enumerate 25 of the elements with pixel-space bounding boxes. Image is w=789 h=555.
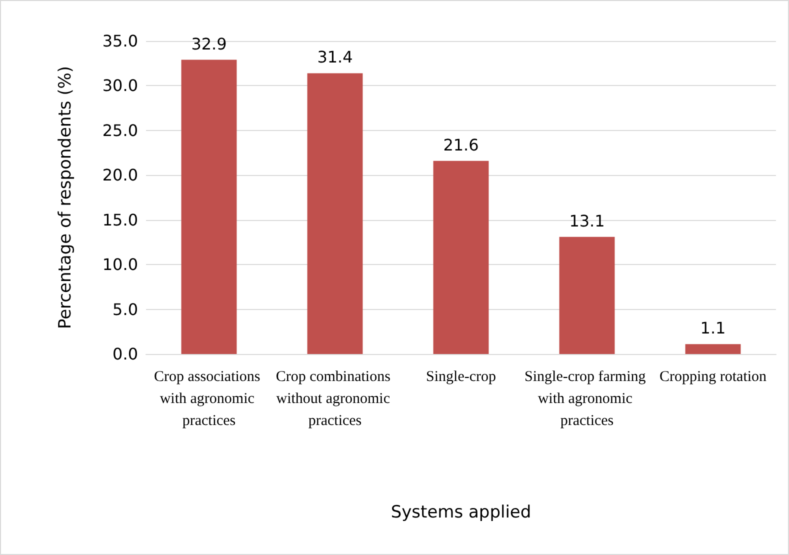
y-tick-label: 30.0 xyxy=(102,76,138,96)
y-tick-label: 0.0 xyxy=(112,344,138,364)
x-tick-label: Single-crop farming with agronomic practices xyxy=(524,369,650,429)
x-tick-label: Single-crop xyxy=(426,369,496,385)
bar xyxy=(307,73,363,354)
data-label: 32.9 xyxy=(191,34,227,54)
y-tick-label: 10.0 xyxy=(102,255,138,274)
y-tick-label: 5.0 xyxy=(112,300,138,319)
bar xyxy=(181,60,237,354)
bar xyxy=(559,236,615,354)
y-tick-label: 15.0 xyxy=(102,210,138,230)
y-tick-label: 25.0 xyxy=(102,120,138,140)
data-label: 21.6 xyxy=(443,135,479,154)
data-label: 31.4 xyxy=(317,48,353,67)
y-tick-label: 20.0 xyxy=(102,166,138,185)
x-tick-label: Cropping rotation xyxy=(659,369,768,385)
x-axis-title: Systems applied xyxy=(390,502,532,522)
bar xyxy=(685,344,741,354)
bar xyxy=(433,160,489,354)
x-tick-label: Crop associations with agronomic practices xyxy=(154,369,264,429)
x-tick-label: Crop combinations without agronomic practices xyxy=(276,369,394,429)
y-axis-title: Percentage of respondents (%) xyxy=(56,66,76,330)
data-label: 1.1 xyxy=(700,318,726,338)
data-label: 13.1 xyxy=(569,211,605,230)
y-tick-label: 35.0 xyxy=(102,32,138,50)
